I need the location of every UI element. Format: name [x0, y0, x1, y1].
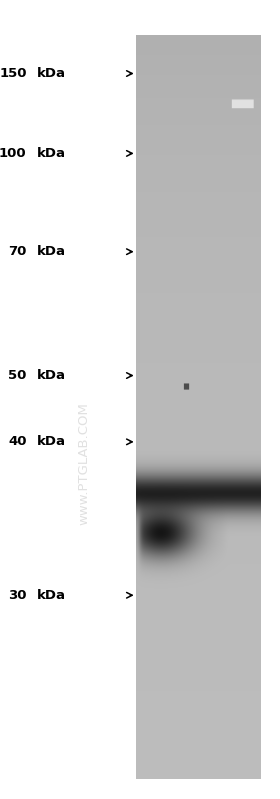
Text: 40: 40: [8, 435, 27, 448]
Text: 30: 30: [8, 589, 27, 602]
Text: 70: 70: [8, 245, 27, 258]
Text: kDa: kDa: [37, 245, 66, 258]
Text: kDa: kDa: [37, 589, 66, 602]
Text: kDa: kDa: [37, 369, 66, 382]
Text: 150: 150: [0, 67, 27, 80]
Text: 100: 100: [0, 147, 27, 160]
Text: 50: 50: [8, 369, 27, 382]
Text: www.PTGLAB.COM: www.PTGLAB.COM: [78, 402, 90, 525]
Text: kDa: kDa: [37, 67, 66, 80]
Text: kDa: kDa: [37, 435, 66, 448]
Text: kDa: kDa: [37, 147, 66, 160]
